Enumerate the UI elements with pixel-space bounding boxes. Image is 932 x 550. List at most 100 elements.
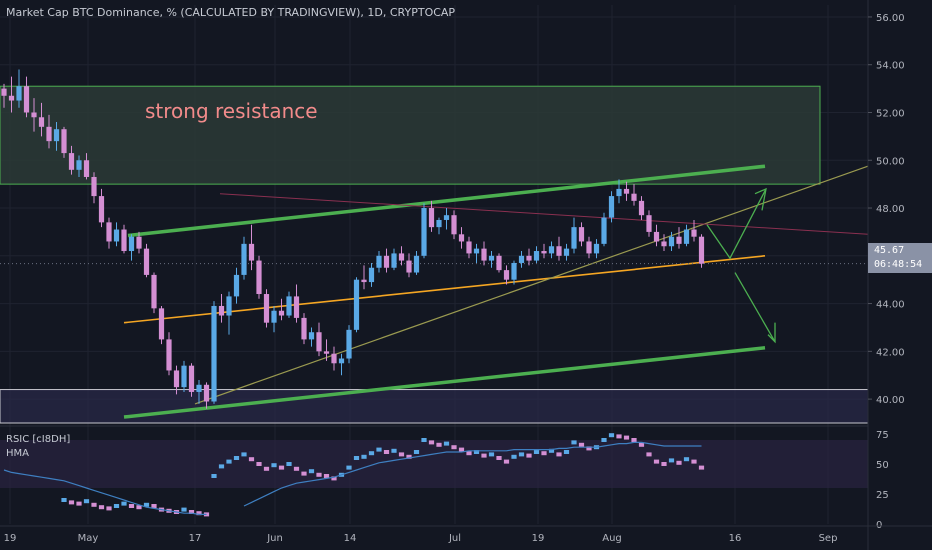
rsi-bar	[316, 472, 322, 477]
rsi-bar	[83, 499, 90, 504]
rsi-bar	[136, 505, 142, 510]
rsi-bar	[196, 511, 202, 516]
candle	[616, 179, 622, 204]
candle	[241, 236, 247, 280]
x-tick-label: Sep	[819, 533, 838, 544]
candle	[398, 246, 405, 266]
rsi-bar	[563, 450, 570, 454]
candle	[68, 145, 75, 175]
rsi-bar	[691, 459, 697, 464]
rsi-bar	[623, 435, 630, 440]
candle	[226, 291, 232, 335]
rsi-bar	[698, 465, 705, 470]
rsi-bar	[413, 450, 420, 454]
y-tick-label: 44.00	[876, 300, 905, 311]
rsi-bar	[76, 501, 82, 506]
rsi-bar	[151, 504, 157, 508]
candle	[338, 353, 345, 376]
rsi-bar	[361, 454, 367, 459]
rsi-bar	[586, 446, 592, 451]
candle	[526, 248, 532, 266]
candle	[83, 153, 90, 180]
rsi-bar	[578, 442, 585, 447]
candle	[676, 227, 682, 249]
candle	[151, 272, 157, 314]
candle	[53, 122, 60, 151]
candle	[503, 265, 510, 285]
candle	[436, 217, 442, 235]
candle	[293, 284, 300, 323]
candle	[593, 239, 600, 259]
rsi-bar	[143, 502, 150, 507]
rsi-bar	[263, 466, 270, 471]
candle	[211, 301, 217, 404]
candle	[518, 251, 525, 268]
rsi-bar	[571, 440, 577, 445]
rsi-bar	[226, 459, 232, 464]
rsi-bar	[301, 471, 307, 476]
rsi-bar	[518, 452, 525, 457]
rsi-bar	[638, 442, 645, 447]
candle	[563, 243, 570, 261]
rsi-bar	[631, 438, 637, 442]
candle	[368, 262, 375, 287]
candle	[308, 327, 315, 347]
candle	[376, 251, 382, 273]
rsi-bar	[293, 466, 300, 471]
candle	[331, 346, 337, 371]
resistance-zone	[0, 85, 821, 185]
rsi-bar	[256, 462, 262, 466]
rsi-bar	[443, 441, 450, 446]
rsi-panel	[3, 433, 705, 517]
candle	[46, 114, 52, 149]
rsi-bar	[541, 451, 547, 456]
rsi-bar	[376, 447, 382, 452]
candle	[601, 212, 607, 247]
rsi-bar	[488, 452, 495, 457]
candle	[61, 126, 67, 158]
rsi-bar	[98, 505, 105, 510]
rsi-bar	[188, 510, 195, 514]
candle	[488, 251, 495, 268]
candle	[451, 210, 457, 240]
rsi-bar	[668, 458, 675, 463]
candle	[173, 365, 180, 395]
rsi-bar	[61, 498, 67, 502]
candle	[98, 188, 105, 228]
rsi-bar	[353, 456, 360, 460]
rsi-bar	[278, 465, 285, 470]
candle	[181, 360, 187, 392]
candle	[113, 222, 120, 247]
candle	[556, 236, 562, 261]
rsi-bar	[211, 474, 217, 478]
x-tick-label: 16	[729, 533, 742, 544]
candle	[608, 191, 615, 223]
candle	[638, 196, 645, 220]
rsi-bar	[428, 440, 435, 445]
rsi-bar	[608, 433, 615, 438]
candle	[571, 217, 577, 254]
y-tick-label: 52.00	[876, 108, 905, 119]
rsi-bar	[106, 506, 112, 511]
candle	[263, 289, 270, 328]
candle	[683, 224, 690, 247]
rsi-bar	[676, 460, 682, 465]
rsi-bar	[241, 452, 247, 457]
rsi-band	[0, 440, 868, 488]
x-tick-label: May	[78, 533, 99, 544]
rsi-bar	[68, 500, 75, 505]
rsi-bar	[271, 463, 277, 468]
rsi-bar	[466, 451, 472, 456]
candle	[158, 305, 165, 345]
rsi-bar	[616, 434, 622, 439]
rsi-bar	[556, 452, 562, 457]
candle	[623, 181, 630, 201]
candle	[166, 332, 172, 376]
candle	[653, 224, 660, 247]
candle	[1, 83, 7, 108]
candle	[353, 277, 360, 333]
candle	[301, 313, 307, 345]
candle	[8, 76, 15, 113]
candle	[316, 322, 322, 357]
